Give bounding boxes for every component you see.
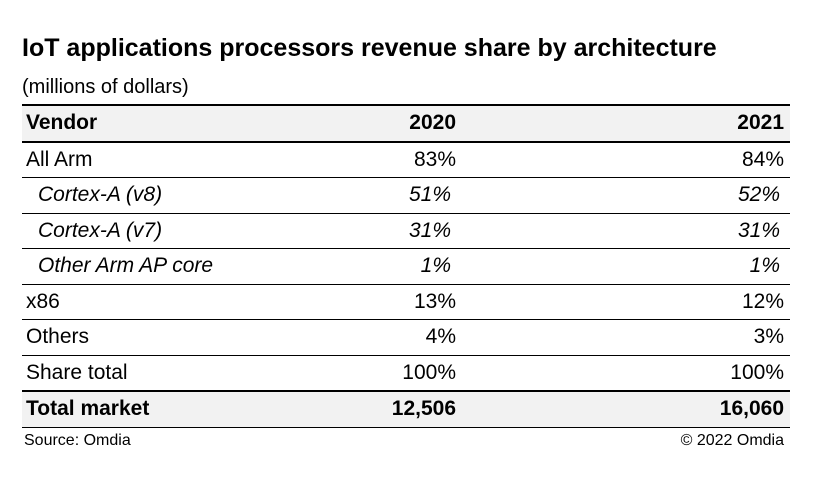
cell-value: 4% — [327, 319, 626, 356]
header-row: Vendor 2020 2021 — [22, 104, 790, 143]
table-row: Share total 100% 100% — [22, 355, 790, 392]
table-row: All Arm 83% 84% — [22, 141, 790, 178]
row-label: Share total — [22, 355, 327, 392]
table-row: x86 13% 12% — [22, 284, 790, 320]
table-row: Cortex-A (v8) 51% 52% — [22, 177, 790, 214]
row-label: Others — [22, 319, 327, 356]
cell-value: 1% — [626, 248, 790, 285]
table-row: Total market 12,506 16,060 — [22, 390, 790, 428]
cell-value: 2021 — [626, 104, 790, 143]
cell-value: 31% — [327, 213, 626, 249]
copyright: © 2022 Omdia — [680, 432, 784, 449]
row-label: Cortex-A (v8) — [22, 177, 327, 214]
cell-value: 52% — [626, 177, 790, 214]
row-label: All Arm — [22, 141, 327, 178]
cell-value: 1% — [327, 248, 626, 285]
table-row: Other Arm AP core 1% 1% — [22, 248, 790, 285]
cell-value: 100% — [327, 355, 626, 392]
row-label: Other Arm AP core — [22, 248, 327, 285]
table-row: Cortex-A (v7) 31% 31% — [22, 213, 790, 249]
title: IoT applications processors revenue shar… — [22, 34, 717, 62]
subtitle: (millions of dollars) — [22, 76, 189, 98]
cell-value: 13% — [327, 284, 626, 320]
row-label: Cortex-A (v7) — [22, 213, 327, 249]
cell-value: 51% — [327, 177, 626, 214]
cell-value: 2020 — [327, 104, 626, 143]
cell-value: 12% — [626, 284, 790, 320]
table-row: Others 4% 3% — [22, 319, 790, 356]
cell-value: 100% — [626, 355, 790, 392]
cell-value: 3% — [626, 319, 790, 356]
source: Source: Omdia — [24, 432, 131, 449]
row-label: Vendor — [22, 104, 327, 143]
cell-value: 83% — [327, 141, 626, 178]
row-label: x86 — [22, 284, 327, 320]
table: Vendor 2020 2021 All Arm 83% 84% Cortex-A (v8)… — [22, 104, 790, 428]
row-label: Total market — [22, 390, 327, 428]
cell-value: 12,506 — [327, 390, 626, 428]
cell-value: 16,060 — [626, 390, 790, 428]
cell-value: 31% — [626, 213, 790, 249]
cell-value: 84% — [626, 141, 790, 178]
